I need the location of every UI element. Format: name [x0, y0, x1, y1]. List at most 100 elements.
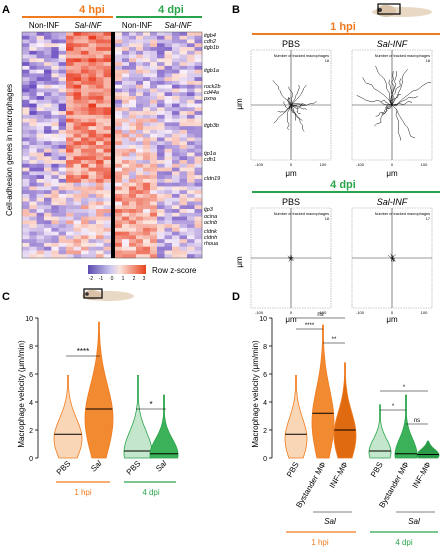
heatmap-cell	[122, 129, 130, 134]
heatmap-cell	[88, 39, 97, 44]
gene-label: itgb3b	[204, 123, 219, 129]
heatmap-cell	[73, 156, 82, 161]
macrophage-track	[283, 101, 292, 109]
heatmap-cell	[51, 163, 59, 168]
heatmap-cell	[157, 224, 165, 229]
heatmap-cell	[36, 39, 45, 44]
heatmap-cell	[73, 239, 82, 244]
heatmap-cell	[187, 182, 195, 187]
heatmap-cell	[96, 167, 104, 172]
time-label-1hpi: 1 hpi	[74, 488, 92, 497]
heatmap-cell	[179, 73, 188, 78]
heatmap-cell	[179, 224, 188, 229]
heatmap-cell	[44, 47, 52, 52]
heatmap-cell	[103, 212, 112, 217]
heatmap-cell	[96, 88, 104, 93]
heatmap-cell	[157, 133, 165, 138]
heatmap-cell	[88, 126, 97, 131]
macrophage-track	[290, 255, 292, 259]
heatmap-cell	[122, 167, 130, 172]
track-tick: -100	[255, 310, 264, 315]
heatmap-cell	[58, 103, 67, 108]
heatmap-cell	[22, 133, 30, 138]
heatmap-cell	[29, 231, 37, 236]
heatmap-cell	[122, 201, 130, 206]
macrophage-track	[391, 104, 415, 139]
heatmap-cell	[103, 84, 112, 89]
heatmap-cell	[88, 62, 97, 67]
heatmap-cell	[58, 133, 67, 138]
heatmap-cell	[172, 137, 180, 142]
heatmap-cell	[150, 118, 158, 123]
heatmap-cell	[129, 197, 137, 202]
heatmap-cell	[194, 197, 203, 202]
heatmap-cell	[179, 201, 188, 206]
heatmap-cell	[150, 201, 158, 206]
heatmap-cell	[29, 167, 37, 172]
heatmap-cell	[96, 197, 104, 202]
heatmap-cell	[73, 178, 82, 183]
panel-c-letter: C	[2, 291, 10, 303]
track-tick: -100	[356, 310, 365, 315]
gene-label: tjp1a	[204, 151, 216, 157]
heatmap-cell	[136, 69, 144, 74]
heatmap-cell	[22, 103, 30, 108]
heatmap-cell	[22, 182, 30, 187]
heatmap-cell	[157, 122, 165, 127]
heatmap-cell	[88, 103, 97, 108]
heatmap-cell	[164, 103, 173, 108]
violin-shape	[284, 374, 308, 459]
heatmap-cell	[29, 99, 37, 104]
heatmap-cell	[103, 111, 112, 116]
heatmap-cell	[66, 193, 74, 199]
heatmap-cell	[88, 99, 97, 104]
heatmap-cell	[164, 65, 173, 70]
heatmap-cell	[143, 133, 151, 138]
heatmap-cell	[81, 209, 89, 214]
heatmap-cell	[157, 152, 165, 157]
heatmap-cell	[81, 69, 89, 74]
heatmap-cell	[44, 129, 52, 134]
heatmap-cell	[194, 227, 203, 232]
gene-label: itgb1a	[204, 68, 219, 74]
heatmap-cell	[22, 35, 30, 40]
heatmap-cell	[96, 227, 104, 232]
track-tick: 100	[320, 162, 327, 167]
heatmap-cell	[172, 239, 180, 244]
heatmap-cell	[44, 69, 52, 74]
sig-label: ****	[305, 323, 315, 329]
heatmap-cell	[88, 50, 97, 55]
heatmap-cell	[88, 32, 97, 37]
heatmap-cell	[129, 227, 137, 232]
heatmap-cell	[129, 58, 137, 63]
heatmap-cell	[150, 32, 158, 37]
heatmap-cell	[143, 175, 151, 180]
heatmap-cell	[194, 193, 203, 199]
heatmap-cell	[22, 141, 30, 146]
heatmap-cell	[36, 220, 45, 225]
heatmap-cell	[129, 77, 137, 82]
heatmap-cell	[164, 171, 173, 176]
heatmap-cell	[22, 197, 30, 202]
heatmap-cell	[172, 114, 180, 119]
heatmap-cell	[73, 145, 82, 150]
heatmap-cell	[150, 122, 158, 127]
heatmap-cell	[187, 220, 195, 225]
heatmap-cell	[115, 92, 123, 97]
macrophage-track	[375, 104, 393, 117]
heatmap-cell	[88, 111, 97, 116]
heatmap-cell	[143, 178, 151, 183]
heatmap-cell	[143, 190, 151, 195]
heatmap-cell	[36, 216, 45, 221]
heatmap-cell	[194, 220, 203, 225]
heatmap-cell	[122, 137, 130, 142]
heatmap-cell	[36, 133, 45, 138]
heatmap-cell	[66, 126, 74, 131]
heatmap-cell	[164, 133, 173, 138]
heatmap-cell	[66, 163, 74, 168]
heatmap-cell	[129, 50, 137, 55]
heatmap-cell	[73, 212, 82, 217]
heatmap-cell	[150, 35, 158, 40]
heatmap-cell	[136, 250, 144, 255]
